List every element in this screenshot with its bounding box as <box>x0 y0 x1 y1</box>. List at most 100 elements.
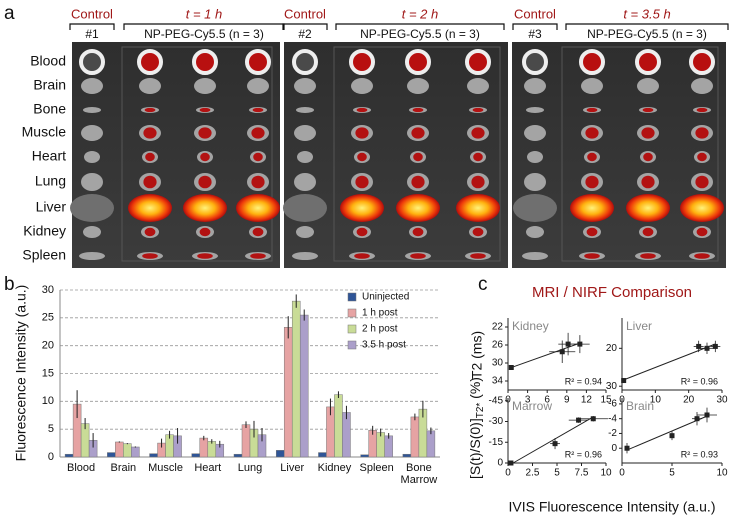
y-tick-label: 22 <box>492 322 504 333</box>
signal <box>694 253 710 259</box>
signal <box>356 107 368 113</box>
organ <box>527 151 543 163</box>
organ <box>296 107 314 113</box>
bar <box>191 453 201 458</box>
bracket <box>282 23 328 30</box>
organ <box>128 194 172 222</box>
signal <box>643 152 653 162</box>
bar <box>410 416 420 458</box>
bracket <box>123 23 285 30</box>
x-tick-label: 10 <box>716 468 728 479</box>
signal <box>640 253 656 259</box>
label-part: [S(t)/S(0)] <box>467 418 483 479</box>
signal <box>356 227 368 237</box>
organ <box>522 252 548 260</box>
point <box>577 341 583 347</box>
x-tick-label: 3 <box>525 395 531 406</box>
x-axis-label: IVIS Fluorescence Intensity (a.u.) <box>509 499 716 515</box>
x-tick-label: Muscle <box>148 462 183 474</box>
tray-outline <box>561 46 719 262</box>
control-id: #2 <box>298 27 312 41</box>
signal <box>696 227 708 237</box>
row-label: Muscle <box>22 124 67 140</box>
bar <box>131 446 140 458</box>
point <box>621 378 627 384</box>
row-label: Heart <box>32 148 66 164</box>
x-tick-label: Bone Marrow <box>400 462 438 486</box>
x-tick-label: 0 <box>505 468 511 479</box>
signal <box>199 107 211 113</box>
image-panel <box>72 42 280 268</box>
signal <box>251 175 265 189</box>
legend-swatch <box>347 324 357 334</box>
signal <box>145 152 155 162</box>
row-label: Kidney <box>23 223 66 239</box>
organ <box>340 194 384 222</box>
signal <box>587 152 597 162</box>
y-tick-label: -15 <box>489 437 504 448</box>
organ <box>689 49 715 75</box>
organ <box>70 194 114 222</box>
y-tick-label: -2 <box>608 428 617 439</box>
tray-outline <box>121 46 273 262</box>
organ <box>283 194 327 222</box>
bar <box>149 453 158 458</box>
bar <box>207 441 217 458</box>
signal <box>198 175 212 189</box>
label-subscript: T2* <box>475 403 486 419</box>
signal <box>695 127 709 139</box>
signal <box>413 152 423 162</box>
organ <box>465 49 491 75</box>
y-tick-label: 30 <box>492 358 504 369</box>
signal <box>471 127 485 139</box>
y-tick-label: -6 <box>608 399 617 410</box>
bracket <box>69 23 115 30</box>
x-tick-label: Kidney <box>317 462 352 474</box>
organ <box>635 49 661 75</box>
x-tick-label: 0 <box>619 468 625 479</box>
row-label: Lung <box>35 173 66 189</box>
organ <box>526 107 544 113</box>
y-tick-label: -45 <box>489 395 504 406</box>
panel-label: c <box>478 274 488 295</box>
signal <box>252 107 264 113</box>
sample-label: NP-PEG-Cy5.5 (n = 3) <box>144 27 264 41</box>
y-tick-label: 0 <box>48 451 54 463</box>
signal <box>642 107 654 113</box>
y-axis-label: [S(t)/S(0)]T2* (%) <box>467 377 486 479</box>
bar <box>199 437 209 458</box>
signal <box>253 152 263 162</box>
bar <box>107 452 116 458</box>
organ <box>294 78 316 94</box>
annotation: R² = 0.96 <box>681 376 718 386</box>
signal <box>252 227 264 237</box>
control-label: Control <box>71 6 113 21</box>
organ <box>405 49 431 75</box>
point <box>590 416 596 422</box>
point <box>712 343 718 349</box>
point <box>624 445 630 451</box>
organ <box>691 78 713 94</box>
signal <box>473 152 483 162</box>
y-tick-label: 15 <box>42 367 54 379</box>
organ <box>579 49 605 75</box>
time-label: t = 1 h <box>186 6 223 21</box>
x-tick-label: 10 <box>650 395 662 406</box>
x-tick-label: Heart <box>194 462 222 474</box>
legend-label: 2 h post <box>362 324 398 335</box>
bar <box>283 327 293 458</box>
signal <box>470 253 486 259</box>
bar <box>402 453 412 458</box>
x-tick-label: Spleen <box>359 462 394 474</box>
signal <box>585 175 599 189</box>
sample-label: NP-PEG-Cy5.5 (n = 3) <box>360 27 480 41</box>
point <box>669 433 675 439</box>
organ <box>236 194 280 222</box>
y-tick-label: 30 <box>606 381 618 392</box>
annotation: R² = 0.96 <box>565 449 602 459</box>
signal <box>641 175 655 189</box>
x-tick-label: 6 <box>544 395 550 406</box>
x-tick-label: Brain <box>110 462 137 474</box>
organ <box>79 252 105 260</box>
